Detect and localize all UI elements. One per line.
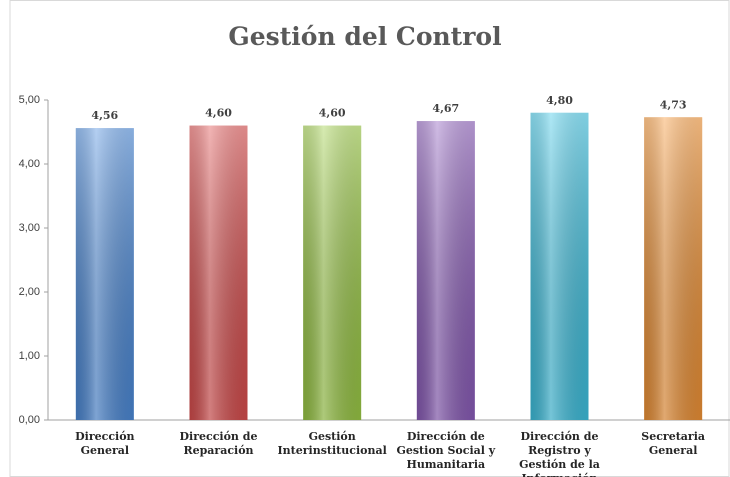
value-label: 4,60 xyxy=(205,107,232,120)
x-tick-label: Dirección de Registro y Gestión de la In… xyxy=(519,430,600,477)
x-tick-label: Dirección de Gestion Social y Humanitari… xyxy=(396,430,496,471)
bar-fade xyxy=(416,121,475,421)
bar-fade xyxy=(303,125,362,420)
value-label: 4,73 xyxy=(660,98,687,111)
x-tick-label: Secretaria General xyxy=(641,430,706,457)
bar-fade xyxy=(530,112,589,421)
value-label: 4,67 xyxy=(432,102,459,115)
y-tick-label: 4,00 xyxy=(19,158,40,170)
x-tick-label: Gestión Interinstitucional xyxy=(277,430,387,457)
y-tick-label: 2,00 xyxy=(19,286,40,298)
bar-fade xyxy=(644,117,703,420)
y-tick-label: 1,00 xyxy=(19,350,40,362)
y-tick-label: 5,00 xyxy=(19,94,40,106)
bar-fade xyxy=(75,128,134,420)
value-label: 4,80 xyxy=(546,94,573,107)
x-tick-label: Dirección General xyxy=(75,430,135,457)
chart-title: Gestión del Control xyxy=(228,22,502,51)
x-tick-label: Dirección de Reparación xyxy=(179,430,258,457)
value-label: 4,56 xyxy=(91,109,118,122)
value-label: 4,60 xyxy=(319,107,346,120)
y-tick-label: 3,00 xyxy=(19,222,40,234)
y-tick-label: 0,00 xyxy=(19,414,40,426)
bar-fade xyxy=(189,125,248,420)
